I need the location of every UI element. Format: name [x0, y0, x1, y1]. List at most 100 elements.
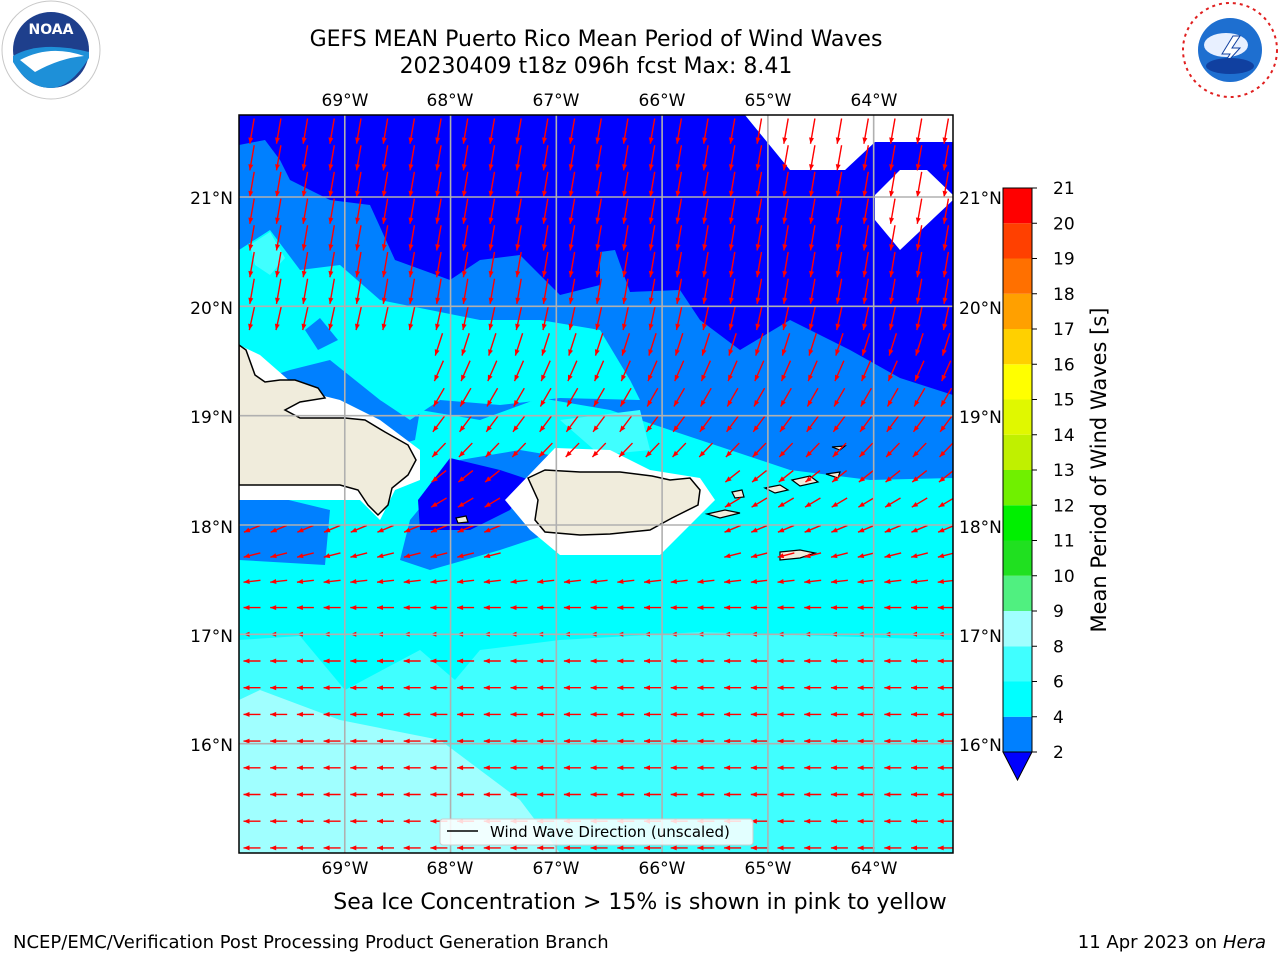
wind-wave-arrow [622, 145, 629, 171]
wind-wave-arrow [350, 711, 368, 717]
colorbar-tick-label: 18 [1053, 285, 1075, 305]
wind-wave-arrow [862, 171, 869, 198]
wind-wave-arrow [724, 605, 742, 611]
wind-wave-arrow [461, 118, 469, 144]
wind-wave-arrow [537, 685, 555, 691]
wind-wave-arrow [483, 685, 501, 691]
wind-wave-arrow [403, 658, 421, 664]
wind-wave-arrow [483, 658, 501, 664]
wind-wave-arrow [834, 360, 845, 382]
wind-wave-arrow [884, 765, 902, 771]
footer-date-text: 11 Apr 2023 on [1077, 932, 1223, 953]
colorbar-tick-label: 9 [1053, 602, 1064, 622]
wind-wave-arrow [755, 198, 763, 224]
wind-wave-arrow [644, 845, 661, 851]
colorbar-tick-label: 8 [1053, 637, 1064, 657]
wind-wave-arrow [858, 497, 875, 508]
wind-wave-arrow [912, 415, 927, 433]
wind-wave-arrow [804, 524, 822, 533]
wind-wave-arrow [857, 658, 875, 664]
wind-wave-arrow [835, 251, 843, 278]
colorbar-tick-label: 16 [1053, 355, 1075, 375]
wind-wave-arrow [403, 685, 421, 691]
wind-wave-arrow [590, 738, 608, 744]
wind-wave-arrow [430, 845, 448, 851]
wind-wave-arrow [435, 198, 442, 224]
wind-wave-arrow [750, 552, 768, 559]
wind-wave-arrow [830, 579, 848, 585]
wind-wave-arrow [296, 579, 314, 585]
wind-wave-arrow [862, 145, 869, 171]
wind-wave-arrow [459, 387, 472, 407]
wind-wave-arrow [886, 387, 899, 407]
wind-wave-arrow [270, 524, 288, 533]
wind-wave-arrow [805, 469, 821, 483]
wind-wave-arrow [376, 579, 395, 585]
wind-wave-arrow [461, 171, 469, 198]
wind-wave-arrow [568, 278, 576, 305]
wind-wave-arrow [750, 524, 768, 533]
colorbar-tick-label: 6 [1053, 673, 1064, 693]
wind-wave-arrow [804, 711, 822, 717]
wind-wave-arrow [725, 442, 740, 458]
wind-wave-arrow [488, 333, 497, 356]
wind-wave-arrow [350, 658, 368, 664]
wind-wave-arrow [618, 442, 633, 458]
wind-wave-arrow [835, 225, 843, 251]
wind-wave-arrow [697, 711, 715, 717]
wind-wave-arrow [942, 171, 950, 198]
wind-wave-arrow [483, 738, 501, 744]
wind-wave-arrow [617, 765, 635, 771]
wind-wave-arrow [702, 118, 709, 144]
wind-wave-arrow [488, 198, 496, 224]
wind-wave-arrow [510, 658, 528, 664]
wind-wave-arrow [697, 765, 715, 771]
wind-wave-arrow [377, 845, 394, 851]
wind-wave-arrow [296, 685, 314, 691]
wind-wave-arrow [857, 605, 875, 611]
wind-wave-arrow [595, 251, 602, 278]
wind-wave-arrow [670, 685, 688, 691]
wind-wave-arrow [675, 118, 683, 144]
lon-tick-bottom: 64°W [851, 859, 898, 879]
wind-wave-arrow [296, 845, 314, 851]
wind-wave-arrow [809, 171, 816, 198]
wind-wave-arrow [619, 415, 633, 433]
wind-wave-arrow [323, 765, 341, 771]
wind-wave-arrow [778, 469, 794, 483]
wind-wave-arrow [835, 171, 843, 198]
wind-wave-arrow [724, 845, 742, 851]
wind-wave-arrow [617, 605, 635, 611]
wind-wave-arrow [377, 818, 394, 824]
wind-wave-arrow [458, 442, 473, 458]
wind-wave-arrow [782, 198, 789, 224]
lon-tick-top: 66°W [639, 91, 686, 111]
wind-wave-arrow [835, 198, 843, 224]
wind-wave-arrow [512, 415, 526, 433]
colorbar: 2 4 6 8 9 10 11 12 13 14 15 16 17 18 19 20 21 [1002, 179, 1075, 782]
lon-tick-bottom: 67°W [533, 859, 580, 879]
wind-wave-arrow [430, 738, 448, 744]
wind-wave-arrow [483, 792, 501, 797]
wind-wave-arrow [488, 171, 496, 198]
wind-wave-arrow [595, 305, 603, 331]
colorbar-tick-label: 4 [1053, 708, 1064, 728]
wind-wave-arrow [243, 738, 261, 744]
wind-wave-arrow [675, 225, 683, 251]
wind-wave-arrow [408, 198, 416, 224]
wind-wave-arrow [376, 552, 395, 559]
wind-wave-arrow [301, 118, 309, 144]
wind-wave-arrow [381, 278, 389, 305]
wind-wave-arrow [755, 278, 763, 305]
wind-wave-arrow [782, 171, 789, 198]
lat-tick-left: 19°N [190, 408, 233, 428]
wind-wave-arrow [248, 225, 255, 251]
wind-wave-arrow [296, 711, 314, 717]
wind-wave-arrow [647, 360, 658, 382]
wind-wave-arrow [914, 360, 925, 382]
wind-wave-arrow [777, 738, 795, 744]
wind-wave-arrow [915, 333, 924, 356]
wind-wave-arrow [911, 792, 928, 797]
wind-wave-arrow [461, 225, 469, 251]
